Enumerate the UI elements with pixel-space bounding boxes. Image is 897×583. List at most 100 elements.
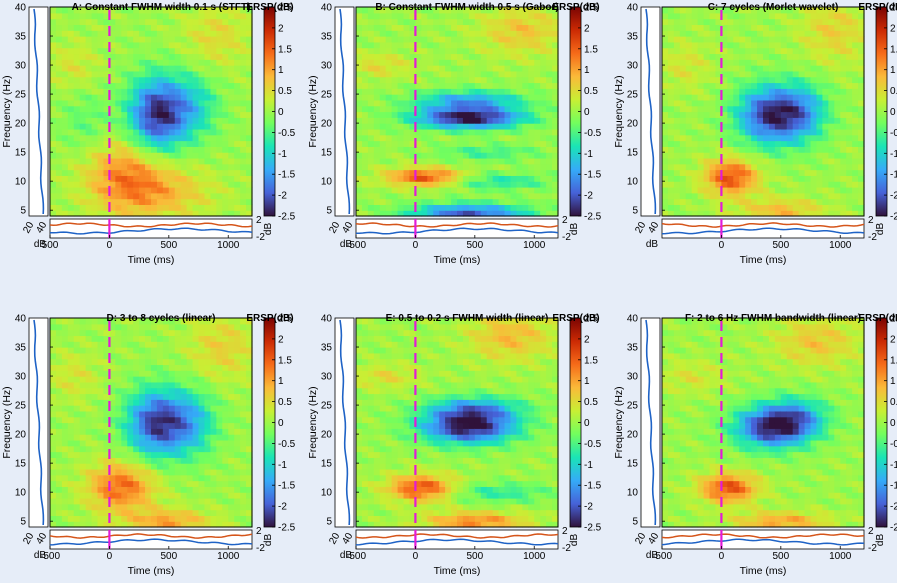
heatmap-cell xyxy=(379,30,387,37)
heatmap-cell xyxy=(228,134,235,142)
heatmap-cell xyxy=(492,204,500,211)
heatmap-cell xyxy=(546,128,553,136)
heatmap-cell xyxy=(763,163,770,171)
heatmap-cell xyxy=(73,134,81,142)
heatmap-cell xyxy=(168,474,176,482)
heatmap-cell xyxy=(409,18,417,26)
heatmap-cell xyxy=(367,47,375,55)
heatmap-cell xyxy=(486,7,494,14)
heatmap-cell xyxy=(786,105,794,113)
heatmap-cell xyxy=(457,76,464,84)
heatmap-cell xyxy=(739,59,746,66)
heatmap-cell xyxy=(385,59,393,66)
heatmap-cell xyxy=(109,186,116,194)
heatmap-cell xyxy=(204,134,212,142)
heatmap-cell xyxy=(745,175,752,182)
heatmap-cell xyxy=(673,53,681,60)
heatmap-cell xyxy=(451,105,458,113)
heatmap-cell xyxy=(510,53,518,60)
heatmap-cell xyxy=(474,76,482,84)
heatmap-cell xyxy=(768,134,776,142)
heatmap-cell xyxy=(427,169,434,176)
heatmap-cell xyxy=(216,204,223,211)
heatmap-cell xyxy=(516,134,523,142)
heatmap-cell xyxy=(156,399,164,406)
heatmap-cell xyxy=(816,210,824,217)
heatmap-cell xyxy=(415,186,422,194)
heatmap-cell xyxy=(840,65,847,72)
heatmap-cell xyxy=(715,140,723,147)
heatmap-cell xyxy=(840,94,847,101)
heatmap-cell xyxy=(61,18,69,26)
heatmap-cell xyxy=(174,76,182,84)
heatmap-cell xyxy=(234,474,241,482)
heatmap-cell xyxy=(234,18,241,26)
heatmap-cell xyxy=(379,198,387,205)
heatmap-cell xyxy=(858,123,865,130)
heatmap-cell xyxy=(439,94,446,101)
heatmap-cell xyxy=(85,82,93,89)
heatmap-cell xyxy=(103,335,111,342)
heatmap-cell xyxy=(786,53,794,60)
heatmap-cell xyxy=(228,445,235,453)
heatmap-cell xyxy=(139,509,146,516)
heatmap-cell xyxy=(397,134,405,142)
heatmap-cell xyxy=(222,128,229,136)
heatmap-cell xyxy=(79,134,87,142)
heatmap-cell xyxy=(73,341,81,348)
heatmap-cell xyxy=(192,329,200,337)
heatmap-cell xyxy=(174,123,182,130)
heatmap-cell xyxy=(780,7,788,14)
heatmap-cell xyxy=(198,503,206,511)
heatmap-cell xyxy=(409,41,417,49)
heatmap-cell xyxy=(198,175,206,182)
heatmap-cell xyxy=(822,82,829,89)
heatmap-cell xyxy=(145,59,152,66)
heatmap-cell xyxy=(367,24,375,31)
heatmap-cell xyxy=(204,82,212,89)
heatmap-cell xyxy=(127,509,134,516)
heatmap-cell xyxy=(103,152,111,159)
heatmap-cell xyxy=(552,198,559,205)
heatmap-cell xyxy=(852,117,859,124)
heatmap-cell xyxy=(156,410,164,418)
heatmap-cell xyxy=(391,7,399,14)
heatmap-cell xyxy=(715,186,723,194)
heatmap-cell xyxy=(462,36,470,43)
heatmap-cell xyxy=(156,7,164,14)
heatmap-cell xyxy=(133,497,140,505)
colorbar-tick-label: 2 xyxy=(278,23,284,34)
heatmap-cell xyxy=(703,186,711,194)
heatmap-cell xyxy=(757,134,764,142)
heatmap-cell xyxy=(50,439,57,447)
heatmap-cell xyxy=(745,105,752,113)
heatmap-cell xyxy=(816,175,824,182)
heatmap-cell xyxy=(115,480,122,487)
heatmap-cell xyxy=(828,41,835,49)
heatmap-cell xyxy=(385,152,393,159)
heatmap-cell xyxy=(462,123,470,130)
heatmap-cell xyxy=(528,18,535,26)
heatmap-cell xyxy=(198,94,206,101)
heatmap-cell xyxy=(127,376,134,383)
heatmap-cell xyxy=(180,370,188,377)
heatmap-cell xyxy=(679,76,687,84)
heatmap-cell xyxy=(798,123,806,130)
heatmap-cell xyxy=(73,36,81,43)
heatmap-cell xyxy=(840,169,847,176)
heatmap-cell xyxy=(667,146,675,153)
heatmap-cell xyxy=(504,140,512,147)
heatmap-cell xyxy=(840,7,847,14)
heatmap-cell xyxy=(121,152,128,159)
heatmap-cell xyxy=(67,492,75,499)
heatmap-cell xyxy=(457,198,464,205)
heatmap-cell xyxy=(786,7,794,14)
heatmap-cell xyxy=(73,335,81,342)
heatmap-cell xyxy=(156,468,164,476)
heatmap-cell xyxy=(109,434,116,441)
heatmap-cell xyxy=(192,41,200,49)
heatmap-cell xyxy=(391,18,399,26)
heatmap-cell xyxy=(504,186,512,194)
heatmap-cell xyxy=(216,393,223,400)
heatmap-cell xyxy=(234,53,241,60)
